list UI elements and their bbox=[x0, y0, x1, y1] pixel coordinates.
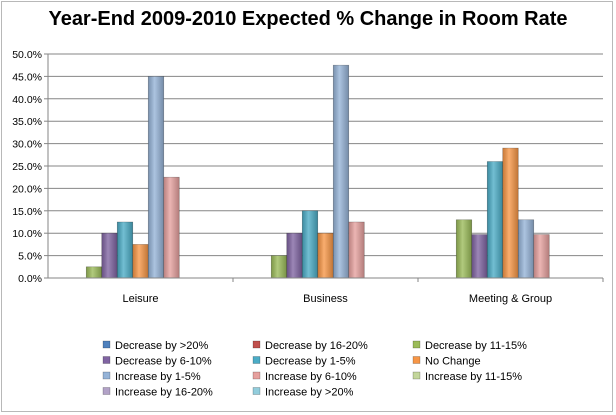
legend-label: Decrease by 1-5% bbox=[265, 356, 356, 368]
legend-label: No Change bbox=[425, 356, 481, 368]
y-tick-label: 0.0% bbox=[18, 273, 42, 285]
bar-shading bbox=[148, 76, 164, 279]
bar-shading bbox=[101, 233, 118, 278]
legend-label: Increase by 1-5% bbox=[115, 371, 201, 383]
y-tick-label: 35.0% bbox=[12, 116, 42, 128]
legend-label: Decrease by >20% bbox=[115, 340, 208, 352]
bar-shading bbox=[487, 161, 503, 278]
legend-swatch bbox=[102, 371, 111, 380]
legend-swatch bbox=[102, 340, 111, 349]
bar-shading bbox=[333, 65, 349, 278]
legend-label: Decrease by 11-15% bbox=[425, 340, 527, 352]
y-tick-label: 20.0% bbox=[12, 183, 42, 195]
legend-layer: Decrease by >20% Decrease by 16-20% Decrea… bbox=[102, 340, 527, 399]
legend-swatch bbox=[252, 387, 261, 395]
legend-label: Increase by 6-10% bbox=[265, 371, 357, 383]
legend-label: Increase by 11-15% bbox=[425, 371, 522, 383]
bar-shading bbox=[163, 177, 180, 278]
x-tick-label: Leisure bbox=[122, 293, 158, 305]
y-tick-label: 30.0% bbox=[12, 139, 42, 151]
bar-shading bbox=[533, 234, 550, 278]
legend-label: Increase by 16-20% bbox=[115, 387, 213, 399]
bar-shading bbox=[271, 255, 287, 278]
bar-shading bbox=[456, 219, 472, 278]
legend-swatch bbox=[102, 387, 111, 395]
x-tick-label: Business bbox=[303, 293, 348, 305]
bar-shading bbox=[302, 210, 318, 278]
y-tick-label: 50.0% bbox=[12, 49, 42, 61]
y-tick-label: 45.0% bbox=[12, 71, 42, 83]
bar-shading bbox=[286, 233, 303, 278]
legend-label: Increase by >20% bbox=[265, 387, 354, 399]
y-tick-label: 10.0% bbox=[12, 228, 42, 240]
bar-shading bbox=[471, 234, 488, 278]
legend-label: Decrease by 6-10% bbox=[115, 356, 212, 368]
axis-layer: 0.0% 5.0% 10.0% 15.0% 20.0% 25.0% 30.0% 35.0% 40… bbox=[12, 49, 604, 305]
y-tick-label: 15.0% bbox=[12, 206, 42, 218]
y-tick-label: 40.0% bbox=[12, 94, 42, 106]
bar-shading bbox=[132, 244, 149, 278]
legend-swatch bbox=[412, 340, 421, 349]
chart-title: Year-End 2009-2010 Expected % Change in … bbox=[48, 8, 568, 30]
x-tick-label: Meeting & Group bbox=[469, 293, 552, 305]
bar-shading bbox=[518, 219, 534, 278]
legend-swatch bbox=[102, 356, 111, 364]
bar-shading bbox=[117, 222, 133, 278]
bar-shading bbox=[502, 148, 519, 278]
y-tick-label: 5.0% bbox=[18, 251, 42, 263]
y-tick-label: 25.0% bbox=[12, 161, 42, 173]
legend-swatch bbox=[252, 371, 261, 380]
bar-shading bbox=[348, 222, 365, 278]
bars-layer bbox=[85, 64, 550, 279]
legend-swatch bbox=[412, 371, 421, 380]
legend-swatch bbox=[252, 340, 261, 349]
legend-swatch bbox=[412, 356, 421, 364]
bar-shading bbox=[86, 266, 102, 278]
bar-shading bbox=[317, 233, 334, 278]
legend-label: Decrease by 16-20% bbox=[265, 340, 368, 352]
legend-swatch bbox=[252, 356, 261, 364]
